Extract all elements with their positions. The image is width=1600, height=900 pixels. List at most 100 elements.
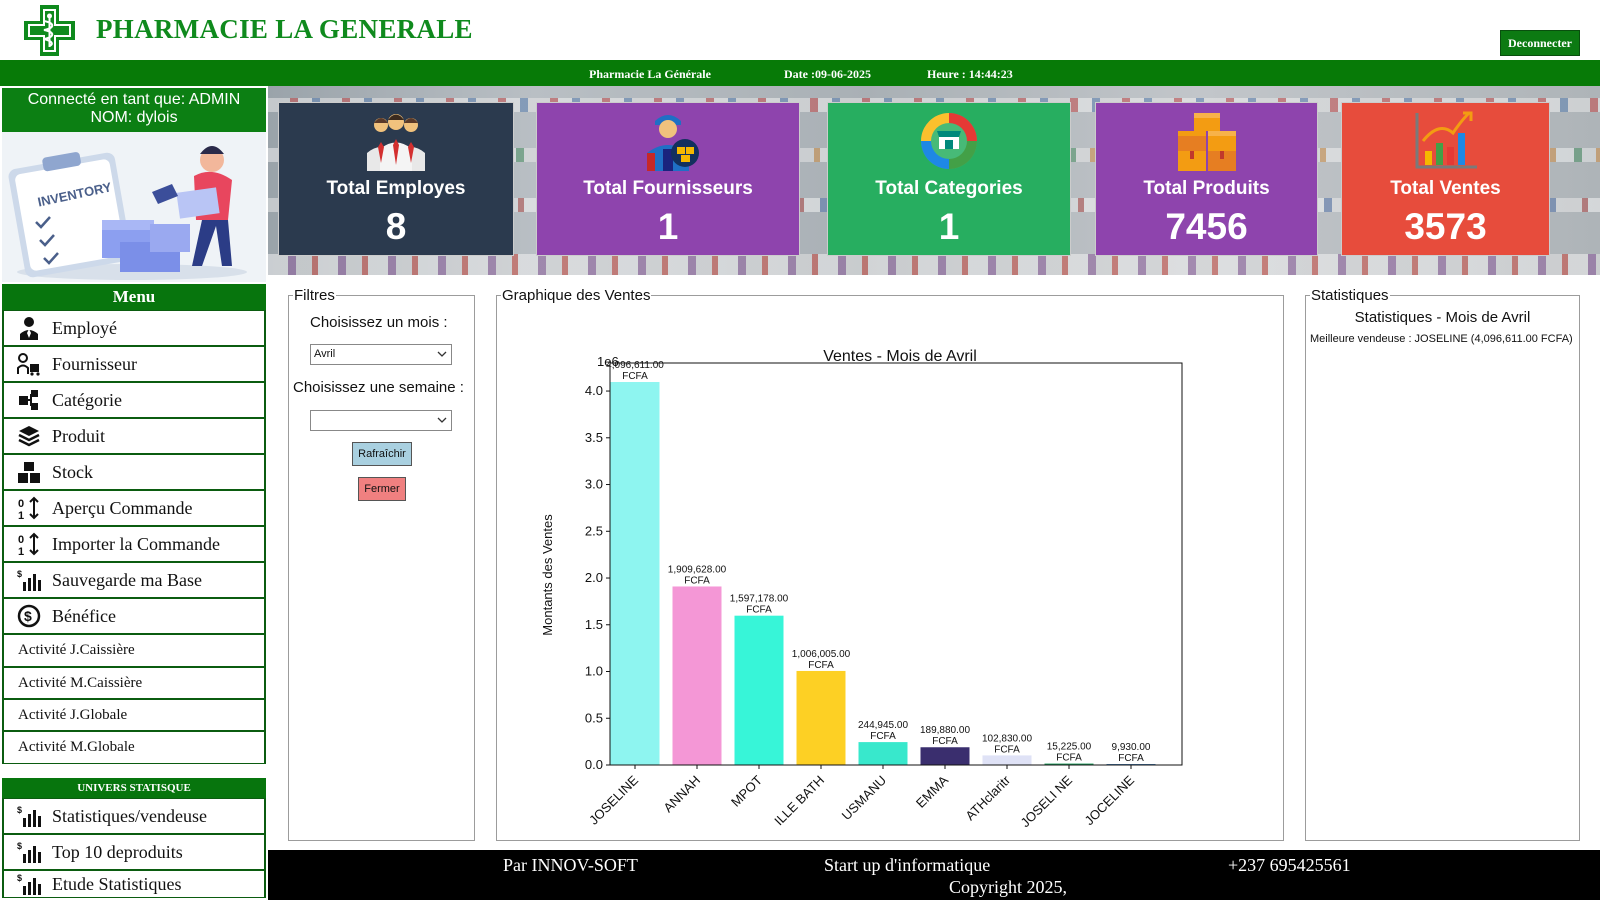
employees-icon	[367, 114, 425, 171]
menu-item-label: Statistiques/vendeuse	[52, 805, 207, 826]
menu-item-label: Aperçu Commande	[52, 497, 193, 518]
bar-value-label: 1,909,628.00	[668, 564, 727, 575]
bar-value-label: 244,945.00	[858, 720, 908, 731]
bar-value-label: 1,006,005.00	[792, 649, 851, 660]
dashboard-banner: Total Employes 8 Total Fournisseurs 1 T	[268, 86, 1600, 275]
x-tick-label: ILLE BATH	[771, 773, 827, 829]
user-info: Connecté en tant que: ADMIN NOM: dylois	[2, 88, 266, 132]
menu-item-stock[interactable]: Stock	[2, 454, 266, 490]
card-total-produits: Total Produits 7456	[1095, 102, 1318, 256]
info-bar: Pharmacie La Générale Date :09-06-2025 H…	[0, 60, 1600, 86]
menu-item-label: Importer la Commande	[52, 533, 220, 554]
univers-statistique-header: UNIVERS STATISQUE	[2, 778, 266, 798]
week-select[interactable]	[310, 410, 452, 431]
menu-item-label: Sauvegarde ma Base	[52, 569, 202, 590]
footer-company: Par INNOV-SOFT	[503, 855, 638, 875]
y-tick-label: 1.0	[585, 664, 603, 679]
logout-button[interactable]: Deconnecter	[1500, 30, 1580, 56]
menu-item-label: Activité J.Caissière	[18, 642, 135, 658]
x-tick-label: JOCELINE	[1082, 772, 1138, 828]
bar	[982, 755, 1032, 765]
sales-graph-panel: Graphique des Ventes	[496, 287, 1284, 841]
menu-item-activite-j-globale[interactable]: Activité J.Globale	[2, 699, 266, 731]
current-date: Date :09-06-2025	[784, 67, 871, 81]
card-total-categories: Total Categories 1	[827, 102, 1071, 256]
chart-scale-label: 1e6	[597, 354, 619, 369]
category-icon	[16, 387, 42, 413]
menu-item-activite-j-caissiere[interactable]: Activité J.Caissière	[2, 634, 266, 667]
footer: Par INNOV-SOFT Start up d'informatique +…	[268, 850, 1600, 900]
bar-value-label: 9,930.00	[1112, 742, 1151, 753]
menu-item-activite-m-globale[interactable]: Activité M.Globale	[2, 731, 266, 764]
store-categories-icon	[921, 113, 977, 169]
bar-value-label: 15,225.00	[1047, 742, 1092, 753]
menu-item-categorie[interactable]: Catégorie	[2, 382, 266, 418]
svg-text:$: $	[17, 873, 22, 883]
menu-item-label: Produit	[52, 425, 106, 446]
y-tick-label: 0.0	[585, 757, 603, 772]
menu-item-sauvegarde[interactable]: $ Sauvegarde ma Base	[2, 562, 266, 598]
x-tick-label: JOSELINE	[586, 772, 641, 827]
menu-item-label: Activité M.Caissière	[18, 674, 143, 691]
card-total-fournisseurs: Total Fournisseurs 1	[536, 102, 800, 256]
bar-value-label: 1,597,178.00	[730, 594, 789, 605]
y-tick-label: 2.5	[585, 523, 603, 538]
delivery-man-icon	[647, 115, 699, 171]
user-name: NOM: dylois	[90, 109, 178, 126]
inventory-illustration-icon: INVENTORY	[8, 146, 247, 280]
month-select[interactable]: Avril	[310, 344, 452, 365]
app-header: PHARMACIE LA GENERALE Deconnecter	[0, 0, 1600, 60]
statistics-panel: Statistiques	[1305, 287, 1580, 841]
chevron-down-icon	[437, 417, 447, 423]
card-value: 1	[657, 206, 679, 247]
svg-text:0: 0	[18, 534, 24, 546]
menu-item-fournisseur[interactable]: Fournisseur	[2, 346, 266, 382]
sidebar: Connecté en tant que: ADMIN NOM: dylois …	[0, 86, 268, 900]
refresh-button[interactable]: Rafraîchir	[352, 442, 412, 466]
inventory-illustration: INVENTORY	[2, 132, 266, 282]
menu-item-top-10-produits[interactable]: $ Top 10 deproduits	[2, 834, 266, 870]
footer-tagline: Start up d'informatique	[824, 855, 991, 875]
svg-text:$: $	[17, 841, 22, 851]
card-total-ventes: Total Ventes 3573	[1341, 102, 1550, 256]
menu-item-benefice[interactable]: $ Bénéfice	[2, 598, 266, 634]
menu-item-label: Activité M.Globale	[18, 739, 135, 755]
y-tick-label: 3.0	[585, 477, 603, 492]
week-label: Choisissez une semaine :	[293, 379, 464, 396]
svg-text:$: $	[24, 608, 32, 624]
menu-item-label: Bénéfice	[52, 605, 116, 626]
bar-value-label: 4,096,611.00	[606, 360, 664, 371]
bar-unit-label: FCFA	[994, 744, 1020, 755]
close-button[interactable]: Fermer	[358, 477, 406, 501]
sales-chart-icon	[1415, 111, 1477, 169]
x-tick-label: ATHclaritr	[962, 772, 1013, 823]
stats-legend: Statistiques	[1311, 287, 1389, 304]
menu-item-etude-statistiques[interactable]: $ Etude Statistiques	[2, 870, 266, 898]
bar	[796, 670, 846, 765]
money-icon: $	[16, 603, 42, 629]
bar-unit-label: FCFA	[808, 660, 834, 671]
footer-copyright: Copyright 2025,	[949, 877, 1068, 897]
x-axis: JOSELINE ANNAH MPOT ILLE BATH USMANU EMMA ATHc…	[586, 765, 1137, 830]
card-title: Total Fournisseurs	[583, 178, 753, 199]
x-tick-label: USMANU	[839, 773, 889, 823]
bar-unit-label: FCFA	[1118, 753, 1144, 764]
bar-unit-label: FCFA	[746, 605, 772, 616]
menu-item-activite-m-caissiere[interactable]: Activité M.Caissière	[2, 667, 266, 699]
bar-unit-label: FCFA	[1056, 753, 1082, 764]
menu-item-label: Activité J.Globale	[18, 706, 128, 723]
supplier-icon	[16, 351, 42, 377]
menu-item-produit[interactable]: Produit	[2, 418, 266, 454]
menu-item-employe[interactable]: Employé	[2, 310, 266, 346]
bar	[920, 747, 970, 765]
bar	[1044, 763, 1094, 765]
best-seller: Meilleure vendeuse : JOSELINE (4,096,611…	[1310, 333, 1573, 345]
x-tick-label: JOSELI NE	[1018, 772, 1076, 830]
card-value: 7456	[1165, 206, 1248, 247]
month-label: Choisissez un mois :	[310, 314, 448, 331]
bar-unit-label: FCFA	[684, 575, 710, 586]
menu-item-statistiques-vendeuse[interactable]: $ Statistiques/vendeuse	[2, 798, 266, 834]
menu-item-label: Employé	[52, 317, 117, 338]
